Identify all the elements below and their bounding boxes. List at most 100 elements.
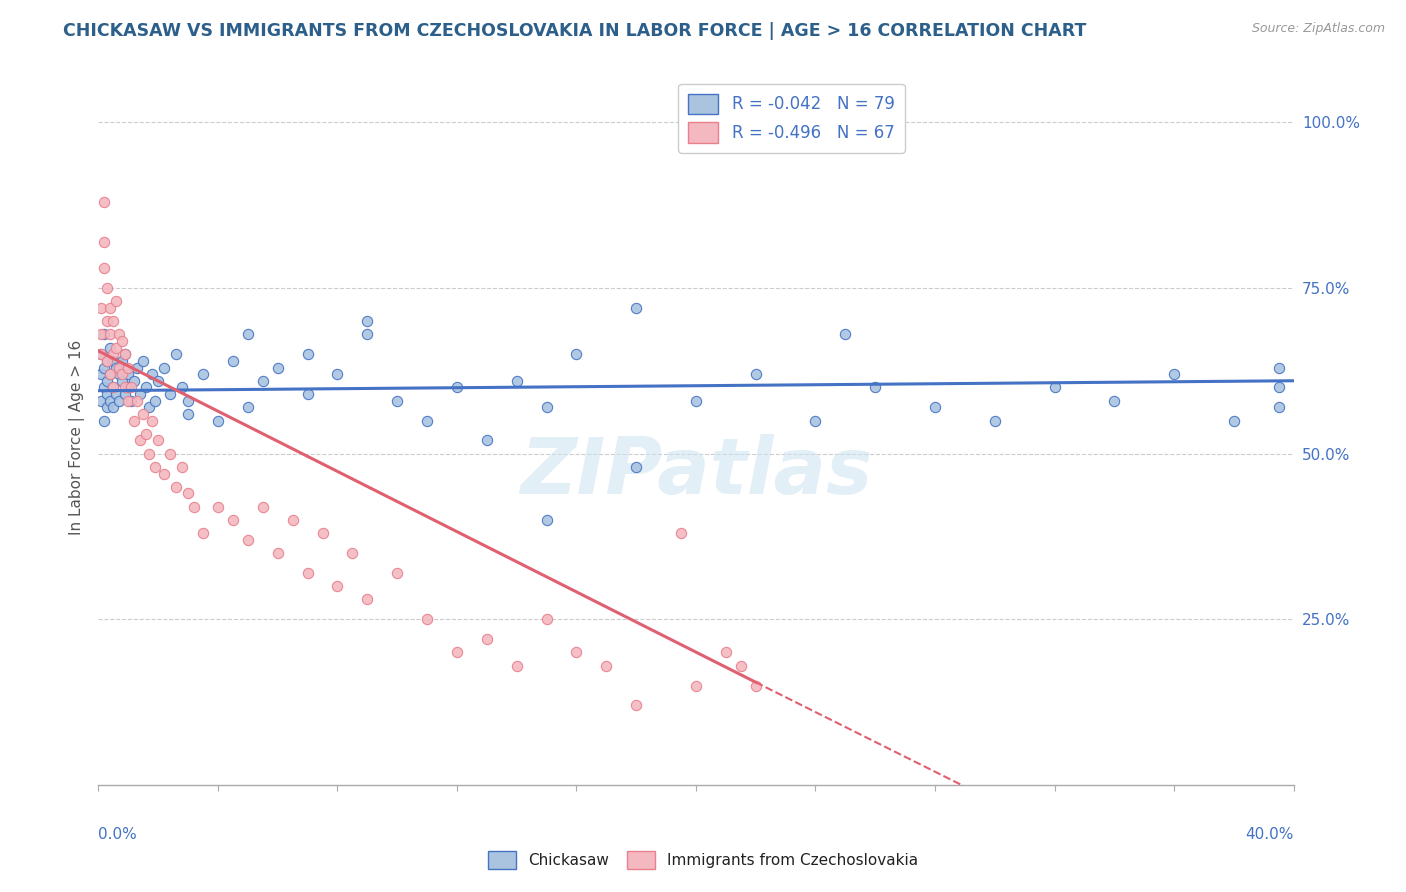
Point [93,261,115,276]
Point [207,413,229,427]
Point [565,645,588,659]
Point [685,393,707,408]
Point [153,360,176,375]
Point [356,592,378,607]
Point [475,632,498,647]
Point [177,407,200,421]
Point [267,546,290,560]
Point [207,500,229,514]
Point [1104,393,1126,408]
Point [105,294,128,309]
Point [103,380,125,394]
Point [536,401,558,415]
Point [103,354,125,368]
Legend: R = -0.042   N = 79, R = -0.496   N = 67: R = -0.042 N = 79, R = -0.496 N = 67 [679,84,904,153]
Point [297,566,319,580]
Point [183,500,205,514]
Point [172,459,194,474]
Point [297,347,319,361]
Point [143,393,166,408]
Point [475,434,498,448]
Point [326,579,349,593]
Point [191,526,214,541]
Point [127,360,149,375]
Point [117,393,139,408]
Text: 0.0%: 0.0% [98,827,138,842]
Point [1267,401,1289,415]
Point [138,447,160,461]
Point [172,380,194,394]
Point [90,393,112,408]
Point [565,347,588,361]
Point [93,413,115,427]
Point [626,301,648,315]
Point [98,301,122,315]
Point [90,327,112,342]
Point [135,380,157,394]
Point [506,658,529,673]
Text: CHICKASAW VS IMMIGRANTS FROM CZECHOSLOVAKIA IN LABOR FORCE | AGE > 16 CORRELATIO: CHICKASAW VS IMMIGRANTS FROM CZECHOSLOVA… [63,22,1087,40]
Point [132,354,155,368]
Point [90,367,112,381]
Point [108,367,131,381]
Point [96,314,118,328]
Point [124,374,146,388]
Point [103,380,125,394]
Point [924,401,946,415]
Point [148,374,170,388]
Point [626,459,648,474]
Legend: Chickasaw, Immigrants from Czechoslovakia: Chickasaw, Immigrants from Czechoslovaki… [482,845,924,875]
Point [114,347,136,361]
Point [446,380,468,394]
Point [105,360,128,375]
Point [108,393,131,408]
Point [111,374,134,388]
Point [124,413,146,427]
Point [669,526,692,541]
Point [236,327,259,342]
Point [103,347,125,361]
Point [804,413,827,427]
Point [1267,360,1289,375]
Point [416,612,439,626]
Point [1043,380,1066,394]
Point [326,367,349,381]
Point [685,679,707,693]
Text: 40.0%: 40.0% [1246,827,1294,842]
Point [120,380,142,394]
Point [730,658,752,673]
Point [129,387,152,401]
Point [267,360,290,375]
Point [143,459,166,474]
Point [117,367,139,381]
Point [105,341,128,355]
Point [120,393,142,408]
Point [385,566,409,580]
Point [281,513,304,527]
Point [98,327,122,342]
Point [117,360,139,375]
Point [222,354,245,368]
Point [1223,413,1246,427]
Point [191,367,214,381]
Point [745,367,768,381]
Point [135,426,157,441]
Point [96,387,118,401]
Point [356,314,378,328]
Point [446,645,468,659]
Point [153,467,176,481]
Point [114,387,136,401]
Text: ZIPatlas: ZIPatlas [520,434,872,510]
Point [103,314,125,328]
Point [342,546,364,560]
Point [416,413,439,427]
Point [117,380,139,394]
Point [834,327,856,342]
Y-axis label: In Labor Force | Age > 16: In Labor Force | Age > 16 [69,340,84,534]
Point [98,341,122,355]
Point [108,327,131,342]
Point [506,374,529,388]
Point [536,612,558,626]
Point [96,354,118,368]
Point [236,533,259,547]
